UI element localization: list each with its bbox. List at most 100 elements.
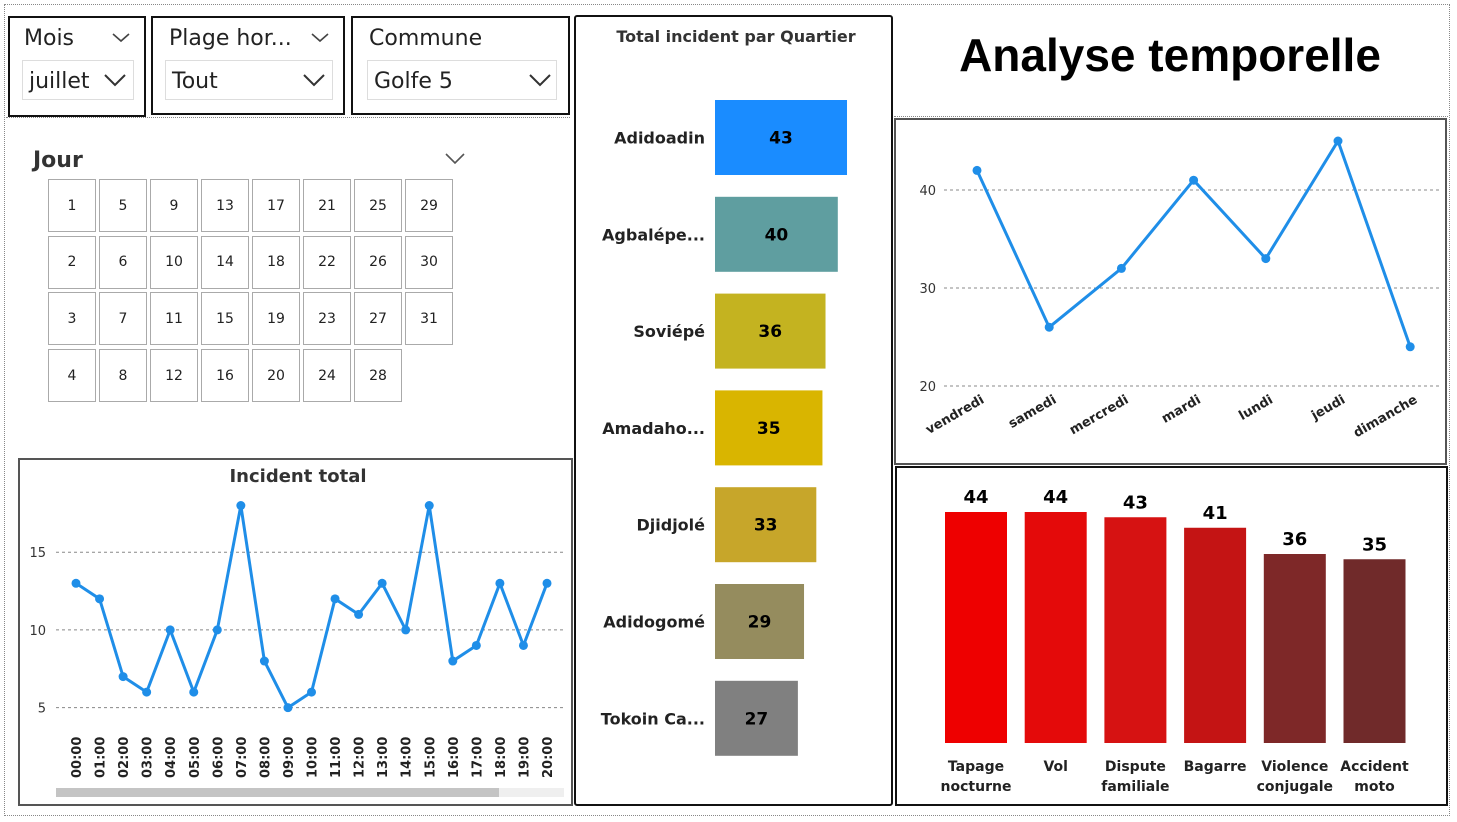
day-button[interactable]: 10	[150, 235, 198, 289]
mois-slicer[interactable]: Mois juillet	[8, 16, 146, 117]
weekday-panel: 20 30 40 vendredi samedi mercredi mardi lundi je…	[894, 118, 1447, 465]
day-button[interactable]: 9	[150, 179, 198, 232]
bar[interactable]	[715, 584, 805, 659]
day-button[interactable]: 20	[252, 349, 300, 403]
commune-slicer[interactable]: Commune Golfe 5	[351, 16, 570, 115]
commune-slicer-title: Commune	[369, 26, 483, 51]
data-label: 27	[745, 709, 769, 729]
day-button[interactable]: 3	[48, 292, 96, 346]
bar[interactable]	[945, 512, 1007, 743]
x-tick-label: 09:00	[282, 737, 297, 778]
bar[interactable]	[715, 196, 838, 272]
scrollbar-thumb[interactable]	[56, 788, 499, 797]
y-tick-label: 5	[38, 702, 46, 717]
data-point	[1333, 136, 1343, 146]
day-button[interactable]: 19	[252, 292, 300, 346]
mois-slicer-title: Mois	[24, 26, 75, 51]
day-button[interactable]: 5	[99, 179, 147, 232]
day-button[interactable]: 29	[405, 179, 453, 232]
data-label: 35	[757, 419, 781, 439]
day-button[interactable]: 1	[48, 179, 96, 232]
x-tick-label: 10:00	[306, 737, 321, 778]
chevron-down-icon	[303, 74, 325, 87]
day-button[interactable]: 17	[252, 179, 300, 232]
x-tick-label: 13:00	[376, 737, 391, 778]
data-label: 44	[963, 487, 988, 508]
plage-horaire-dropdown[interactable]: Tout	[165, 60, 333, 100]
plage-horaire-slicer[interactable]: Plage hor... Tout	[151, 16, 345, 115]
day-button[interactable]: 13	[201, 179, 249, 232]
category-label: conjugale	[1257, 779, 1333, 795]
category-label: Adidogomé	[603, 613, 705, 632]
day-button[interactable]: 2	[48, 235, 96, 289]
day-button[interactable]: 6	[99, 235, 147, 289]
day-button[interactable]: 26	[354, 235, 402, 289]
day-button[interactable]: 12	[150, 349, 198, 403]
x-tick-label: 00:00	[70, 737, 85, 778]
day-button[interactable]: 28	[354, 349, 402, 403]
series-line	[975, 137, 1412, 348]
bar[interactable]	[715, 487, 817, 563]
data-point	[495, 578, 505, 588]
bar[interactable]	[1024, 512, 1087, 743]
day-button[interactable]: 31	[405, 292, 453, 346]
series-line	[75, 505, 549, 710]
category-label: Adidoadin	[614, 129, 705, 148]
chart-title: Total incident par Quartier	[616, 27, 855, 46]
data-point	[118, 672, 128, 682]
category-label: Djidjolé	[636, 516, 705, 535]
bar[interactable]	[1104, 517, 1167, 743]
day-button[interactable]: 30	[405, 235, 453, 289]
incident-type-panel: 44 Tapage nocturne 44 Vol 43 Dispute familiale 4…	[895, 466, 1448, 806]
data-point	[354, 609, 364, 619]
category-label: Violence	[1261, 759, 1328, 775]
day-button[interactable]: 21	[303, 179, 351, 232]
x-tick-label: 07:00	[235, 737, 250, 778]
data-point	[1044, 322, 1054, 332]
x-tick-label: samedi	[1006, 392, 1059, 431]
bar[interactable]	[1184, 527, 1247, 743]
day-button[interactable]: 23	[303, 292, 351, 346]
bar[interactable]	[1343, 559, 1406, 743]
bar[interactable]	[715, 390, 823, 466]
quartier-panel: Total incident par Quartier Adidoadin 43 Ag…	[574, 15, 893, 806]
bar[interactable]	[715, 293, 826, 369]
day-button[interactable]: 4	[48, 349, 96, 403]
data-point	[1189, 175, 1199, 185]
data-point	[448, 656, 458, 666]
day-button[interactable]: 16	[201, 349, 249, 403]
chevron-down-icon[interactable]	[110, 26, 132, 48]
data-point	[330, 594, 340, 604]
day-button[interactable]: 24	[303, 349, 351, 403]
category-label: Tokoin Ca...	[601, 709, 705, 728]
day-button[interactable]: 11	[150, 292, 198, 346]
data-point	[518, 640, 528, 650]
data-point	[259, 656, 269, 666]
x-tick-label: 15:00	[423, 737, 438, 778]
divider	[894, 116, 1448, 117]
day-button[interactable]: 14	[201, 235, 249, 289]
day-button[interactable]: 22	[303, 235, 351, 289]
category-label: nocturne	[941, 779, 1012, 795]
commune-dropdown[interactable]: Golfe 5	[367, 60, 557, 100]
bar[interactable]	[715, 680, 798, 756]
chevron-down-icon[interactable]	[309, 26, 331, 48]
day-button[interactable]: 27	[354, 292, 402, 346]
day-button[interactable]: 18	[252, 235, 300, 289]
day-button[interactable]: 8	[99, 349, 147, 403]
day-button[interactable]: 7	[99, 292, 147, 346]
x-tick-label: 05:00	[188, 737, 203, 778]
quartier-bar-chart: Total incident par Quartier Adidoadin 43 Ag…	[601, 27, 856, 756]
report-frame	[4, 4, 1450, 816]
bar[interactable]	[1263, 554, 1326, 743]
x-tick-label: 20:00	[541, 737, 556, 778]
day-button[interactable]: 25	[354, 179, 402, 232]
incident-total-chart: Incident total 5 10 15 00:00 01:00 02:00 03:00 0…	[29, 466, 566, 797]
commune-dropdown-value: Golfe 5	[374, 69, 453, 94]
data-point	[1116, 263, 1126, 273]
mois-dropdown[interactable]: juillet	[22, 60, 134, 100]
chevron-down-icon[interactable]	[444, 150, 466, 168]
day-button[interactable]: 15	[201, 292, 249, 346]
bar[interactable]	[715, 100, 848, 175]
data-label: 44	[1043, 487, 1068, 508]
